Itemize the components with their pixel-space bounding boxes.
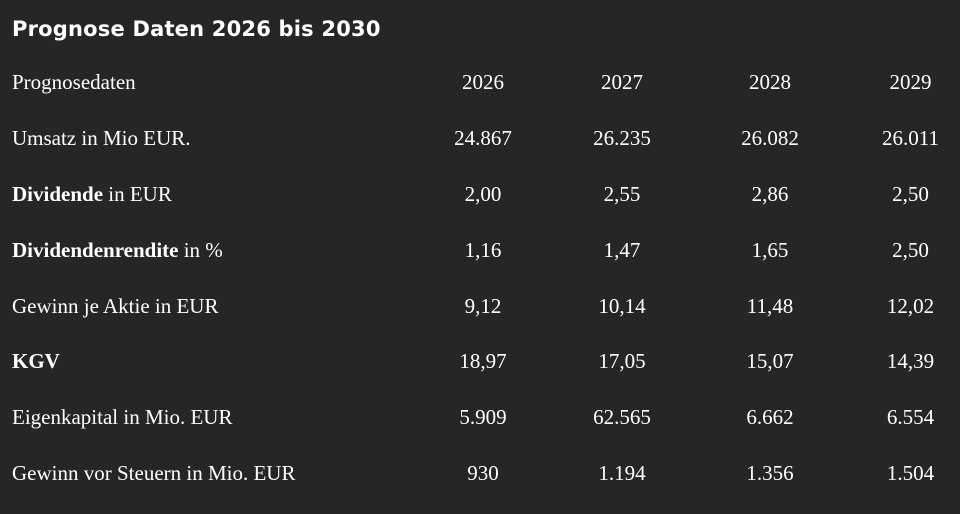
cell-value: 62.565 <box>593 405 651 430</box>
cell-value: 930 <box>467 460 499 485</box>
cell-value: 26.082 <box>741 126 799 151</box>
cell-value: 17,05 <box>598 349 646 374</box>
row-label: KGV <box>0 334 413 390</box>
cell-value: 12,02 <box>886 293 935 318</box>
row-label: Dividende in EUR <box>0 167 413 223</box>
page-title: Prognose Daten 2026 bis 2030 <box>12 17 381 41</box>
header-year-2029: 2029 <box>889 70 932 95</box>
row-label: Umsatz in Mio EUR. <box>0 111 413 167</box>
row-label: Dividendenrendite in % <box>0 222 413 278</box>
forecast-table: Prognosedaten 2026 2027 2028 2029 Umsatz… <box>0 55 960 501</box>
cell-value: 2,55 <box>603 181 641 206</box>
cell-value: 1,47 <box>603 237 641 262</box>
row-label-bold: Dividende <box>12 181 104 206</box>
table-row-gewinn-je-aktie: Gewinn je Aktie in EUR 9,12 10,14 11,48 … <box>0 278 960 334</box>
cell-value: 24.867 <box>454 126 512 151</box>
cell-value: 18,97 <box>459 349 507 374</box>
row-label-bold: KGV <box>12 349 60 374</box>
row-label-text: Gewinn je Aktie in EUR <box>12 293 219 318</box>
table-row-dividendenrendite: Dividendenrendite in % 1,16 1,47 1,65 2,… <box>0 222 960 278</box>
table-row-kgv: KGV 18,97 17,05 15,07 14,39 <box>0 334 960 390</box>
cell-value: 2,86 <box>751 181 789 206</box>
header-label-cell: Prognosedaten <box>12 70 136 95</box>
table-header-row: Prognosedaten 2026 2027 2028 2029 <box>0 55 960 111</box>
cell-value: 1,16 <box>464 237 502 262</box>
table-row-dividende: Dividende in EUR 2,00 2,55 2,86 2,50 <box>0 167 960 223</box>
header-year-2027: 2027 <box>601 70 643 95</box>
cell-value: 1.504 <box>886 460 935 485</box>
cell-value: 11,48 <box>746 293 794 318</box>
row-label: Eigenkapital in Mio. EUR <box>0 390 413 446</box>
table-row-gewinn-vor-steuern: Gewinn vor Steuern in Mio. EUR 930 1.194… <box>0 446 960 502</box>
cell-value: 26.235 <box>593 126 651 151</box>
cell-value: 2,00 <box>464 181 502 206</box>
cell-value: 1.356 <box>746 460 794 485</box>
cell-value: 6.554 <box>886 405 935 430</box>
cell-value: 15,07 <box>746 349 794 374</box>
cell-value: 14,39 <box>886 349 935 374</box>
cell-value: 1.194 <box>598 460 646 485</box>
row-label-text: Gewinn vor Steuern in Mio. EUR <box>12 460 296 485</box>
table-row-eigenkapital: Eigenkapital in Mio. EUR 5.909 62.565 6.… <box>0 390 960 446</box>
header-year-2028: 2028 <box>749 70 791 95</box>
table-row-umsatz: Umsatz in Mio EUR. 24.867 26.235 26.082 … <box>0 111 960 167</box>
cell-value: 5.909 <box>459 405 507 430</box>
cell-value: 9,12 <box>464 293 502 318</box>
cell-value: 10,14 <box>598 293 646 318</box>
row-label: Gewinn je Aktie in EUR <box>0 278 413 334</box>
row-label-bold: Dividendenrendite <box>12 237 179 262</box>
row-label: Gewinn vor Steuern in Mio. EUR <box>0 446 413 502</box>
row-label-text: in % <box>178 237 223 262</box>
row-label-text: Eigenkapital in Mio. EUR <box>12 405 233 430</box>
row-label-text: in EUR <box>103 181 172 206</box>
cell-value: 6.662 <box>746 405 794 430</box>
row-label-text: Umsatz in Mio EUR. <box>12 126 191 151</box>
cell-value: 26.011 <box>882 126 939 151</box>
cell-value: 2,50 <box>892 181 929 206</box>
header-year-2026: 2026 <box>462 70 504 95</box>
cell-value: 1,65 <box>751 237 789 262</box>
cell-value: 2,50 <box>892 237 929 262</box>
